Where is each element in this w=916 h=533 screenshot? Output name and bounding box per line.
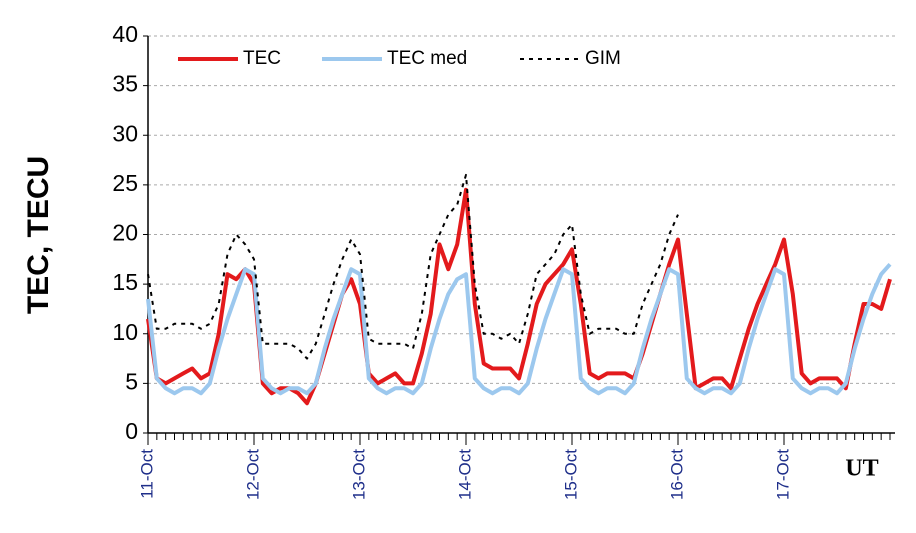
- x-tick-label: 11-Oct: [137, 449, 156, 499]
- x-tick-label: 15-Oct: [561, 449, 580, 500]
- x-tick-label: 14-Oct: [455, 449, 474, 500]
- y-tick-label: 15: [112, 269, 138, 295]
- x-axis-label: UT: [845, 456, 878, 482]
- y-tick-label: 20: [112, 220, 138, 246]
- series-line: [147, 173, 679, 360]
- legend-label: TEC med: [387, 48, 467, 69]
- legend-label: TEC: [243, 48, 281, 69]
- y-tick-label: 10: [112, 319, 138, 345]
- y-axis-label: TEC, TECU: [22, 156, 55, 314]
- x-tick-label: 12-Oct: [243, 449, 262, 500]
- y-tick-label: 40: [112, 21, 138, 47]
- series-line: [146, 262, 892, 396]
- x-tick-label: 13-Oct: [349, 449, 368, 500]
- x-tick-label: 16-Oct: [667, 449, 686, 500]
- y-tick-label: 35: [112, 71, 138, 97]
- y-tick-label: 0: [125, 418, 138, 444]
- legend-label: GIM: [585, 48, 621, 69]
- y-tick-label: 25: [112, 170, 138, 196]
- y-tick-label: 5: [125, 368, 138, 394]
- x-tick-label: 17-Oct: [773, 449, 792, 500]
- series-line: [146, 187, 892, 406]
- y-tick-label: 30: [112, 120, 138, 146]
